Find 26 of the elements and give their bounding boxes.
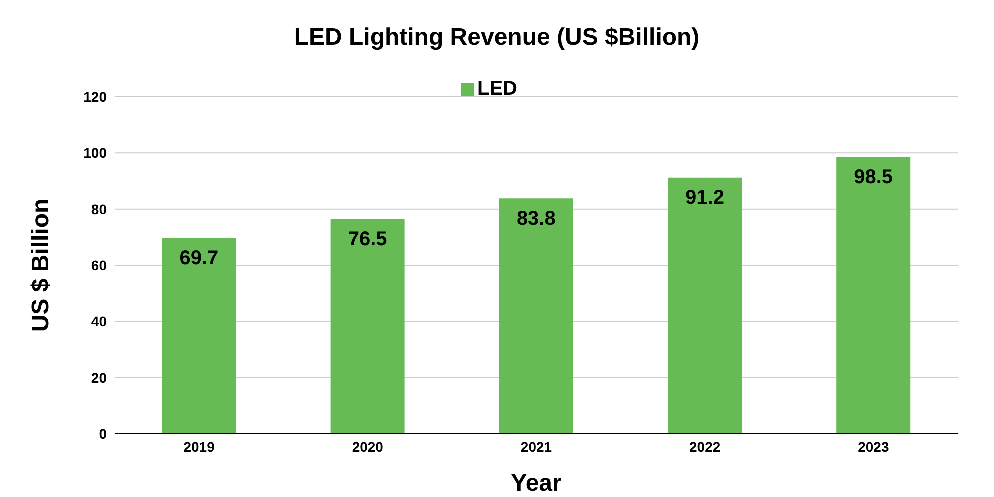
data-label: 69.7 (180, 247, 219, 270)
y-axis-title: US $ Billion (28, 198, 55, 332)
chart-title: LED Lighting Revenue (US $Billion) (293, 24, 701, 52)
data-label: 98.5 (854, 166, 894, 189)
y-tick-label: 0 (99, 426, 108, 442)
data-label: 83.8 (516, 208, 556, 230)
data-label: 91.2 (686, 187, 724, 210)
x-tick-label: 2021 (520, 438, 552, 455)
bar (836, 157, 911, 434)
x-tick-label: 2023 (858, 438, 890, 455)
y-tick-label: 100 (84, 145, 108, 162)
bar (330, 219, 405, 434)
x-tick-label: 2019 (184, 438, 216, 455)
x-tick-label: 2022 (690, 438, 721, 455)
bar (499, 198, 574, 434)
y-tick-label: 20 (91, 370, 108, 386)
bar (162, 238, 236, 434)
y-tick-label: 120 (84, 88, 108, 105)
x-tick-label: 2020 (352, 438, 384, 455)
bar (668, 178, 742, 434)
legend-label: LED (478, 78, 518, 100)
y-tick-label: 60 (91, 257, 108, 274)
data-label: 76.5 (348, 228, 388, 250)
x-axis-title: Year (511, 470, 562, 497)
y-tick-label: 80 (91, 201, 108, 218)
y-tick-label: 40 (91, 314, 108, 330)
